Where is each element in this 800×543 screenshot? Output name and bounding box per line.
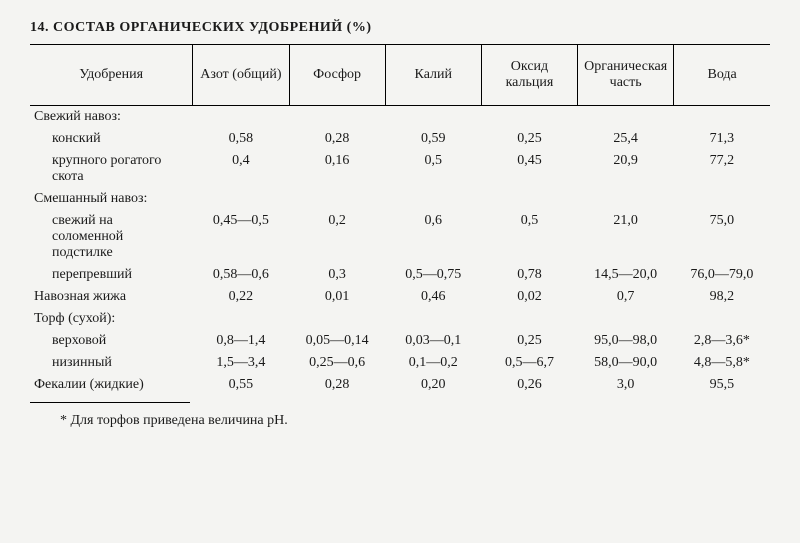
cell: 0,5: [385, 150, 481, 188]
table-row: свежий на соломенной подстилке 0,45—0,5 …: [30, 210, 770, 264]
cell: 0,05—0,14: [289, 330, 385, 352]
cell: 0,25: [481, 330, 577, 352]
col-header-potassium: Калий: [385, 45, 481, 106]
table-row: крупного ро­гатого скота 0,4 0,16 0,5 0,…: [30, 150, 770, 188]
row-label: низинный: [30, 352, 193, 374]
cell: 0,20: [385, 374, 481, 396]
col-header-nitrogen: Азот (общий): [193, 45, 289, 106]
cell: 0,5: [481, 210, 577, 264]
cell: 20,9: [578, 150, 674, 188]
table-row: конский 0,58 0,28 0,59 0,25 25,4 71,3: [30, 128, 770, 150]
cell: 0,45—0,5: [193, 210, 289, 264]
table-row: перепревший 0,58—0,6 0,3 0,5—0,75 0,78 1…: [30, 264, 770, 286]
row-label: конский: [30, 128, 193, 150]
cell: 0,55: [193, 374, 289, 396]
cell: 3,0: [578, 374, 674, 396]
table-row: верховой 0,8—1,4 0,05—0,14 0,03—0,1 0,25…: [30, 330, 770, 352]
section-label: Свежий навоз:: [30, 106, 770, 129]
table-row: Фекалии (жидкие) 0,55 0,28 0,20 0,26 3,0…: [30, 374, 770, 396]
cell: 95,5: [674, 374, 770, 396]
section-label: Торф (сухой):: [30, 308, 770, 330]
cell: 0,46: [385, 286, 481, 308]
cell: 95,0—98,0: [578, 330, 674, 352]
cell: 0,45: [481, 150, 577, 188]
table-row: низинный 1,5—3,4 0,25—0,6 0,1—0,2 0,5—6,…: [30, 352, 770, 374]
cell: 0,28: [289, 374, 385, 396]
cell: 76,0—79,0: [674, 264, 770, 286]
section-label: Смешанный навоз:: [30, 188, 770, 210]
cell: 21,0: [578, 210, 674, 264]
cell: 0,6: [385, 210, 481, 264]
cell: 0,5—6,7: [481, 352, 577, 374]
cell: 0,01: [289, 286, 385, 308]
cell: 0,1—0,2: [385, 352, 481, 374]
cell: 0,2: [289, 210, 385, 264]
cell: 58,0—90,0: [578, 352, 674, 374]
col-header-calcium: Оксид кальция: [481, 45, 577, 106]
row-label: Навозная жижа: [30, 286, 193, 308]
row-label: верховой: [30, 330, 193, 352]
cell: 14,5—20,0: [578, 264, 674, 286]
cell: 0,25: [481, 128, 577, 150]
cell: 0,26: [481, 374, 577, 396]
cell: 0,25—0,6: [289, 352, 385, 374]
cell: 0,5—0,75: [385, 264, 481, 286]
cell: 0,16: [289, 150, 385, 188]
cell: 0,28: [289, 128, 385, 150]
cell: 0,4: [193, 150, 289, 188]
cell: 75,0: [674, 210, 770, 264]
cell: 0,78: [481, 264, 577, 286]
col-header-organic: Органи­ческая часть: [578, 45, 674, 106]
cell: 71,3: [674, 128, 770, 150]
cell: 0,58—0,6: [193, 264, 289, 286]
cell: 0,3: [289, 264, 385, 286]
cell: 25,4: [578, 128, 674, 150]
section-fresh-manure: Свежий навоз:: [30, 106, 770, 129]
cell: 0,03—0,1: [385, 330, 481, 352]
cell: 0,58: [193, 128, 289, 150]
col-header-phosphorus: Фосфор: [289, 45, 385, 106]
cell: 0,22: [193, 286, 289, 308]
footnote: * Для торфов приведена величина pH.: [30, 413, 770, 429]
cell: 0,8—1,4: [193, 330, 289, 352]
cell: 1,5—3,4: [193, 352, 289, 374]
cell: 98,2: [674, 286, 770, 308]
section-peat: Торф (сухой):: [30, 308, 770, 330]
section-mixed-manure: Смешанный навоз:: [30, 188, 770, 210]
fertilizer-composition-table: Удобрения Азот (общий) Фосфор Калий Окси…: [30, 44, 770, 396]
col-header-fertilizer: Удобрения: [30, 45, 193, 106]
row-label: крупного ро­гатого скота: [30, 150, 193, 188]
table-title: 14. СОСТАВ ОРГАНИЧЕСКИХ УДОБРЕНИЙ (%): [30, 20, 770, 36]
cell: 0,02: [481, 286, 577, 308]
cell: 4,8—5,8*: [674, 352, 770, 374]
footnote-rule: [30, 402, 190, 403]
cell: 77,2: [674, 150, 770, 188]
cell: 0,7: [578, 286, 674, 308]
cell: 2,8—3,6*: [674, 330, 770, 352]
table-row: Навозная жижа 0,22 0,01 0,46 0,02 0,7 98…: [30, 286, 770, 308]
cell: 0,59: [385, 128, 481, 150]
row-label: перепревший: [30, 264, 193, 286]
row-label: Фекалии (жидкие): [30, 374, 193, 396]
header-row: Удобрения Азот (общий) Фосфор Калий Окси…: [30, 45, 770, 106]
col-header-water: Вода: [674, 45, 770, 106]
row-label: свежий на соломенной подстилке: [30, 210, 193, 264]
